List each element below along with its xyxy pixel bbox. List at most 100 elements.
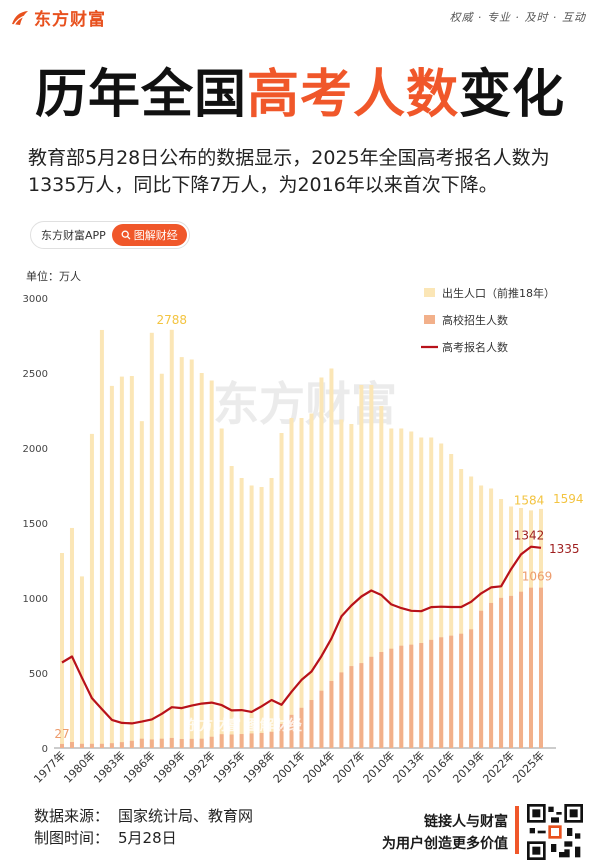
bar-admissions bbox=[469, 629, 474, 748]
bar-births bbox=[469, 476, 474, 748]
bar-births bbox=[269, 478, 274, 748]
bar-admissions bbox=[199, 738, 204, 748]
bar-births bbox=[439, 443, 444, 748]
bar-admissions bbox=[509, 595, 514, 748]
bar-admissions bbox=[189, 738, 194, 748]
bar-admissions bbox=[179, 739, 184, 748]
bar-admissions bbox=[169, 737, 174, 748]
legend-label-births: 出生人口（前推18年） bbox=[442, 286, 555, 300]
brand-logo-text: 东方财富 bbox=[34, 10, 106, 30]
bar-admissions bbox=[129, 740, 134, 748]
bar-births bbox=[99, 329, 104, 748]
source-label: 数据来源： bbox=[34, 807, 110, 825]
bar-births bbox=[369, 385, 374, 748]
bar-admissions bbox=[339, 672, 344, 748]
legend-label-applicants: 高考报名人数 bbox=[442, 340, 508, 354]
bar-admissions bbox=[459, 633, 464, 748]
x-tick-label: 1980年 bbox=[61, 748, 98, 785]
bar-births bbox=[109, 385, 114, 748]
x-tick-label: 1998年 bbox=[240, 748, 277, 785]
bar-admissions bbox=[60, 743, 64, 748]
bar-births bbox=[389, 428, 394, 748]
tagline-line-1: 链接人与财富 bbox=[424, 814, 508, 830]
date-label: 制图时间： bbox=[34, 829, 110, 847]
bar-admissions bbox=[239, 734, 244, 748]
bar-admissions bbox=[219, 734, 224, 748]
page-title: 历年全国高考人数变化 bbox=[0, 52, 600, 127]
bar-admissions bbox=[149, 739, 154, 748]
date-value: 5月28日 bbox=[118, 829, 177, 847]
accent-bar bbox=[515, 806, 519, 854]
app-chip-label[interactable]: 东方财富APP bbox=[41, 229, 106, 242]
bar-births bbox=[419, 437, 424, 748]
bar-admissions bbox=[379, 652, 384, 748]
y-tick-label: 0 bbox=[42, 744, 48, 755]
bar-admissions bbox=[209, 736, 214, 748]
category-tag-button[interactable]: 图解财经 bbox=[111, 224, 187, 246]
bar-admissions bbox=[409, 644, 414, 748]
bar-admissions bbox=[109, 743, 114, 748]
bar-births bbox=[279, 433, 284, 748]
y-tick-label: 500 bbox=[29, 669, 48, 680]
watermark-small-text: 东方财富 图解财经 bbox=[185, 717, 302, 734]
brand-logo-icon bbox=[12, 10, 28, 25]
x-tick-label: 1983年 bbox=[91, 748, 128, 785]
bar-births bbox=[189, 359, 194, 748]
bar-births bbox=[319, 377, 324, 748]
title-part-1: 历年全国 bbox=[34, 65, 247, 125]
x-tick-label: 2016年 bbox=[420, 748, 457, 785]
bar-births bbox=[259, 487, 264, 748]
brand-bar: 东方财富 权威 · 专业 · 及时 · 互动 bbox=[0, 0, 600, 34]
line-applicants bbox=[61, 545, 542, 725]
bar-admissions bbox=[449, 635, 454, 748]
bar-admissions bbox=[99, 743, 104, 748]
bar-births bbox=[229, 466, 234, 748]
bar-admissions bbox=[538, 587, 543, 748]
data-label: 1069 bbox=[522, 570, 553, 584]
legend-swatch-admissions bbox=[424, 315, 435, 324]
bar-births bbox=[129, 376, 134, 748]
bar-admissions bbox=[249, 733, 254, 748]
bar-admissions bbox=[399, 645, 404, 748]
x-tick-label: 1995年 bbox=[210, 748, 247, 785]
bar-births bbox=[449, 454, 454, 748]
legend-label-admissions: 高校招生人数 bbox=[442, 313, 508, 327]
description-text: 教育部5月28日公布的数据显示，2025年全国高考报名人数为1335万人，同比下… bbox=[28, 147, 550, 196]
bar-admissions bbox=[429, 639, 434, 748]
data-label: 1584 bbox=[514, 493, 545, 507]
brand-slogan: 权威 · 专业 · 及时 · 互动 bbox=[449, 11, 586, 24]
unit-label: 单位：万人 bbox=[26, 269, 81, 283]
bar-admissions bbox=[389, 648, 394, 748]
qr-code-icon[interactable] bbox=[527, 804, 583, 860]
bar-admissions bbox=[519, 591, 524, 748]
bar-births bbox=[79, 576, 84, 748]
x-tick-label: 2001年 bbox=[270, 748, 307, 785]
bar-admissions bbox=[119, 742, 124, 748]
footer-date-row: 制图时间： 5月28日 bbox=[34, 827, 253, 849]
bar-admissions bbox=[159, 738, 164, 748]
bar-admissions bbox=[359, 663, 364, 748]
bar-admissions bbox=[69, 742, 74, 748]
y-tick-label: 2500 bbox=[23, 369, 48, 380]
bar-births bbox=[339, 419, 344, 748]
bar-births bbox=[159, 373, 164, 748]
x-tick-label: 1992年 bbox=[180, 748, 217, 785]
source-chip-group: 东方财富APP 图解财经 bbox=[30, 221, 190, 249]
bar-births bbox=[89, 433, 94, 748]
legend-swatch-births bbox=[424, 288, 435, 297]
bar-births bbox=[199, 373, 204, 748]
bar-admissions bbox=[329, 680, 334, 748]
bar-births bbox=[459, 469, 464, 748]
footer-info: 数据来源： 国家统计局、教育网 制图时间： 5月28日 bbox=[34, 805, 253, 849]
bar-births bbox=[149, 332, 154, 748]
category-tag-label: 图解财经 bbox=[133, 229, 178, 242]
bar-births bbox=[329, 368, 334, 748]
bar-births bbox=[69, 527, 74, 748]
bar-admissions bbox=[529, 587, 534, 748]
brand-logo[interactable]: 东方财富 bbox=[10, 5, 106, 30]
bar-admissions bbox=[309, 700, 314, 748]
bar-admissions bbox=[489, 602, 494, 748]
bar-births bbox=[139, 421, 144, 748]
bar-births bbox=[60, 553, 64, 748]
footer-source-row: 数据来源： 国家统计局、教育网 bbox=[34, 805, 253, 827]
